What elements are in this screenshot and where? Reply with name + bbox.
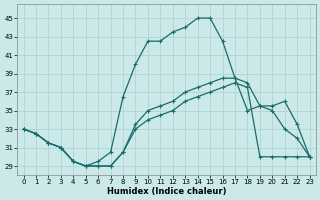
X-axis label: Humidex (Indice chaleur): Humidex (Indice chaleur) <box>107 187 226 196</box>
